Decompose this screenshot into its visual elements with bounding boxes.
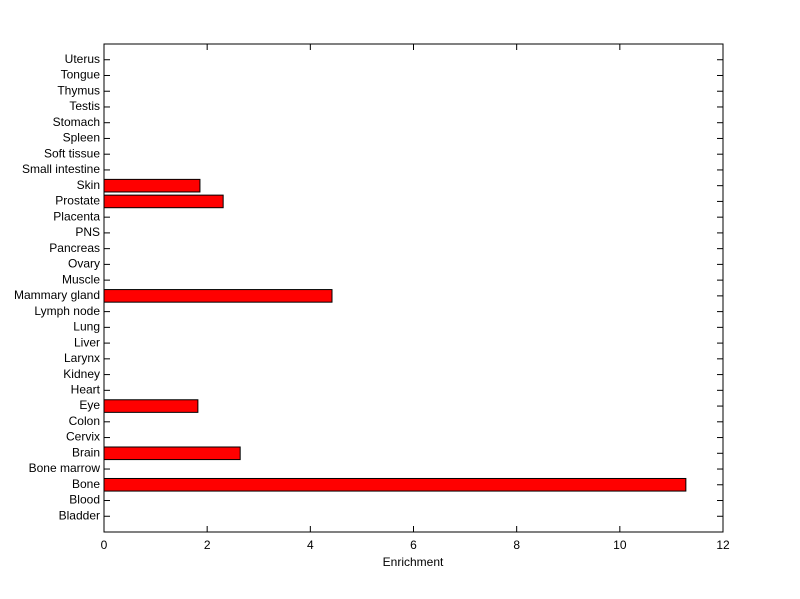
y-tick-label: Ovary [68, 257, 100, 271]
y-tick-label: Soft tissue [44, 146, 100, 160]
bar [103, 194, 224, 209]
y-tick-label: Tongue [61, 68, 101, 82]
x-tick-label: 10 [613, 538, 627, 552]
y-tick-label: Cervix [66, 430, 100, 444]
y-tick-label: Lymph node [34, 304, 100, 318]
y-tick-label: Eye [79, 398, 100, 412]
x-tick-label: 2 [204, 538, 211, 552]
bar [103, 178, 201, 193]
y-tick-label: Prostate [55, 194, 100, 208]
x-tick-label: 12 [716, 538, 730, 552]
y-tick-label: Lung [73, 320, 100, 334]
y-tick-label: Testis [69, 99, 100, 113]
y-tick-label: Bone [72, 477, 100, 491]
bar [103, 399, 199, 413]
y-tick-label: Brain [72, 445, 100, 459]
x-tick-label: 0 [101, 538, 108, 552]
y-tick-label: PNS [75, 225, 100, 239]
x-tick-label: 6 [410, 538, 417, 552]
y-tick-label: Kidney [63, 367, 100, 381]
y-tick-label: Heart [71, 382, 101, 396]
x-axis-label: Enrichment [383, 555, 444, 569]
bar [103, 446, 241, 461]
x-tick-label: 8 [513, 538, 520, 552]
y-tick-label: Colon [69, 414, 100, 428]
y-tick-label: Small intestine [22, 162, 100, 176]
y-tick-label: Blood [69, 493, 100, 507]
y-tick-label: Muscle [62, 272, 100, 286]
bar [103, 477, 687, 492]
y-tick-label: Spleen [63, 131, 100, 145]
y-tick-label: Pancreas [49, 241, 100, 255]
y-tick-label: Mammary gland [14, 288, 100, 302]
y-tick-label: Bladder [59, 508, 100, 522]
y-tick-label: Uterus [65, 52, 100, 66]
y-tick-label: Thymus [57, 83, 100, 97]
bar [103, 289, 333, 303]
y-tick-label: Liver [74, 335, 100, 349]
y-tick-label: Bone marrow [29, 461, 101, 475]
y-tick-label: Larynx [64, 351, 100, 365]
y-tick-label: Stomach [53, 115, 100, 129]
y-tick-label: Placenta [53, 209, 100, 223]
x-tick-label: 4 [307, 538, 314, 552]
y-tick-label: Skin [77, 178, 100, 192]
